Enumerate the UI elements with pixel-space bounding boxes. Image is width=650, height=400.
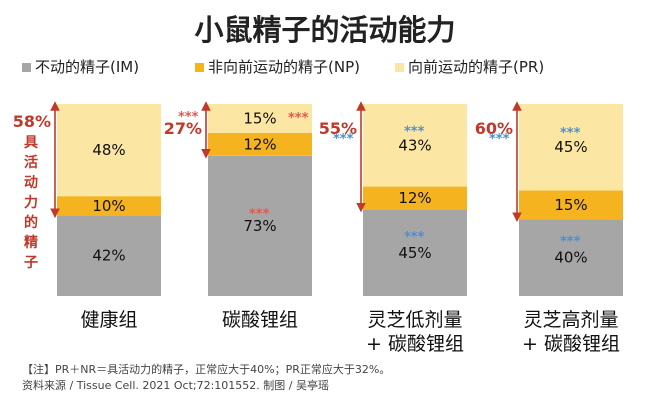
significance-stars: *** [333, 132, 354, 147]
active-sperm-label-char: 的 [24, 214, 38, 231]
footnote: 【注】PR＋NR＝具活动力的精子，正常应大于40%；PR正常应大于32%。 [22, 362, 390, 376]
category-label: 灵芝低剂量 [367, 309, 462, 331]
bar-segment [208, 155, 312, 296]
bar-segment [208, 104, 312, 133]
bar-segment [363, 186, 467, 210]
legend-swatch [395, 63, 404, 72]
significance-stars: *** [178, 110, 199, 125]
bar-segment [363, 104, 467, 187]
data-label: 73% [243, 217, 276, 235]
legend-label: 不动的精子(IM) [35, 58, 139, 76]
category-label: 碳酸锂组 [222, 309, 298, 331]
significance-stars: *** [489, 132, 510, 147]
active-sperm-label-char: 子 [24, 255, 38, 271]
data-label: 45% [554, 138, 587, 156]
data-label: 15% [243, 109, 276, 127]
active-sperm-label-char: 精 [24, 234, 38, 251]
data-label: 43% [398, 136, 431, 154]
category-label: 灵芝高剂量 [523, 309, 618, 331]
legend-label: 向前运动的精子(PR) [408, 58, 544, 76]
data-label: 12% [243, 135, 276, 153]
bar-segment [519, 219, 623, 296]
bar-segment [57, 215, 161, 296]
chart-title: 小鼠精子的活动能力 [194, 13, 455, 47]
active-sperm-label-char: 具 [23, 135, 38, 151]
significance-stars: *** [560, 126, 581, 141]
active-total-label: 27% [164, 119, 202, 138]
legend-swatch [195, 63, 204, 72]
bar-segment [363, 209, 467, 296]
active-total-label: 60% [475, 119, 513, 138]
legend-swatch [22, 63, 31, 72]
data-label: 10% [92, 197, 125, 215]
bar-segment [519, 104, 623, 191]
significance-stars: *** [249, 207, 270, 222]
bar-segment [57, 104, 161, 197]
active-total-label: 55% [319, 119, 357, 138]
data-label: 48% [92, 141, 125, 159]
bar-segment [57, 196, 161, 216]
data-label: 12% [398, 189, 431, 207]
legend-label: 非向前运动的精子(NP) [208, 58, 360, 76]
significance-stars: *** [404, 230, 425, 245]
category-label: + 碳酸锂组 [522, 333, 620, 355]
active-sperm-label-char: 活 [24, 154, 38, 171]
active-total-label: 58% [13, 112, 51, 131]
active-sperm-label-char: 力 [24, 194, 38, 211]
data-label: 40% [554, 249, 587, 267]
significance-stars: *** [560, 235, 581, 250]
significance-stars: *** [288, 111, 309, 126]
category-label: + 碳酸锂组 [366, 333, 464, 355]
source-note: 资料来源 / Tissue Cell. 2021 Oct;72:101552. … [22, 378, 329, 392]
active-sperm-label-char: 动 [24, 174, 38, 191]
data-label: 42% [92, 247, 125, 265]
bar-segment [208, 132, 312, 156]
bar-segment [519, 190, 623, 220]
data-label: 45% [398, 244, 431, 262]
data-label: 15% [554, 196, 587, 214]
significance-stars: *** [404, 124, 425, 139]
category-label: 健康组 [80, 309, 137, 331]
